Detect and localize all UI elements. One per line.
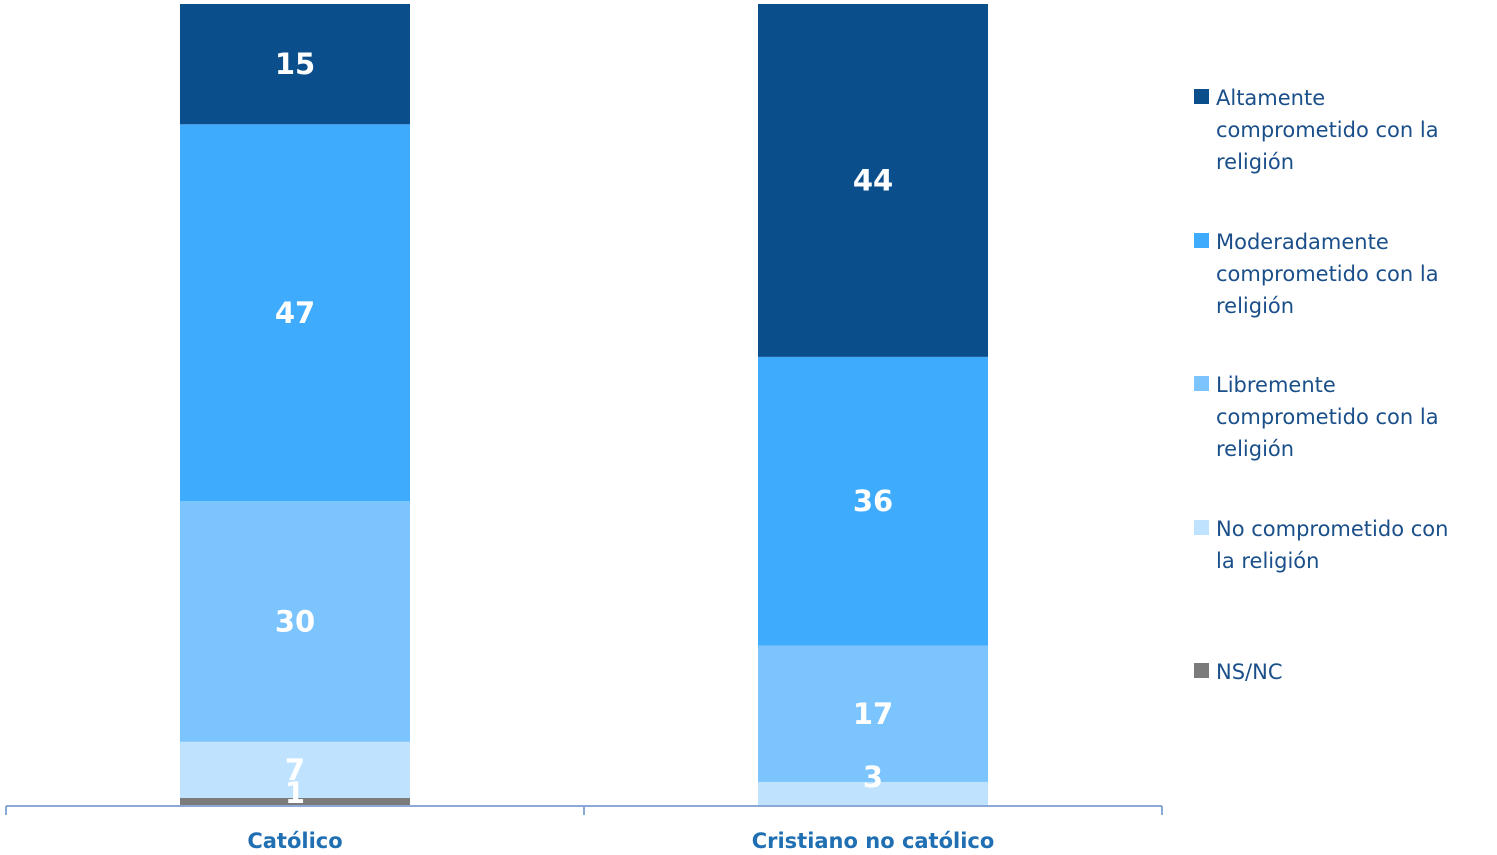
bar-segment-1-2 bbox=[758, 645, 988, 782]
legend-swatch-2 bbox=[1194, 376, 1209, 391]
bar-segment-0-2 bbox=[180, 501, 410, 742]
x-tick-label-1: Cristiano no católico bbox=[752, 829, 995, 853]
chart-legend: Altamente comprometido con la religión Mo… bbox=[1194, 82, 1484, 702]
bar-segment-0-4 bbox=[180, 4, 410, 125]
legend-swatch-0 bbox=[1194, 89, 1209, 104]
data-label-1-3: 36 bbox=[853, 484, 893, 518]
data-label-0-2: 30 bbox=[275, 605, 315, 639]
data-label-0-1: 7 bbox=[285, 753, 305, 787]
bar-segment-0-1 bbox=[180, 741, 410, 798]
bar-segment-0-0 bbox=[180, 797, 410, 806]
legend-item-4: NS/NC bbox=[1194, 656, 1471, 688]
data-label-1-1: 3 bbox=[863, 760, 883, 794]
legend-label-0: Altamente comprometido con la religión bbox=[1216, 86, 1439, 174]
x-tick-label-0: Católico bbox=[247, 829, 342, 853]
legend-swatch-3 bbox=[1194, 520, 1209, 535]
bar-segment-1-4 bbox=[758, 4, 988, 357]
legend-item-2: Libremente comprometido con la religión bbox=[1194, 369, 1471, 465]
data-label-0-0: 1 bbox=[285, 776, 305, 810]
data-label-1-2: 17 bbox=[853, 697, 893, 731]
bar-segment-1-3 bbox=[758, 356, 988, 646]
data-label-1-4: 44 bbox=[853, 163, 893, 197]
legend-label-3: No comprometido con la religión bbox=[1216, 517, 1449, 573]
legend-swatch-4 bbox=[1194, 663, 1209, 678]
data-label-0-4: 15 bbox=[275, 47, 315, 81]
legend-swatch-1 bbox=[1194, 233, 1209, 248]
bar-segment-1-1 bbox=[758, 781, 988, 806]
legend-label-4: NS/NC bbox=[1216, 660, 1283, 684]
legend-item-1: Moderadamente comprometido con la religi… bbox=[1194, 226, 1471, 322]
legend-item-3: No comprometido con la religión bbox=[1194, 513, 1471, 577]
legend-label-2: Libremente comprometido con la religión bbox=[1216, 373, 1439, 461]
data-label-0-3: 47 bbox=[275, 296, 315, 330]
bar-segment-0-3 bbox=[180, 124, 410, 502]
legend-label-1: Moderadamente comprometido con la religi… bbox=[1216, 230, 1439, 318]
legend-item-0: Altamente comprometido con la religión bbox=[1194, 82, 1471, 178]
